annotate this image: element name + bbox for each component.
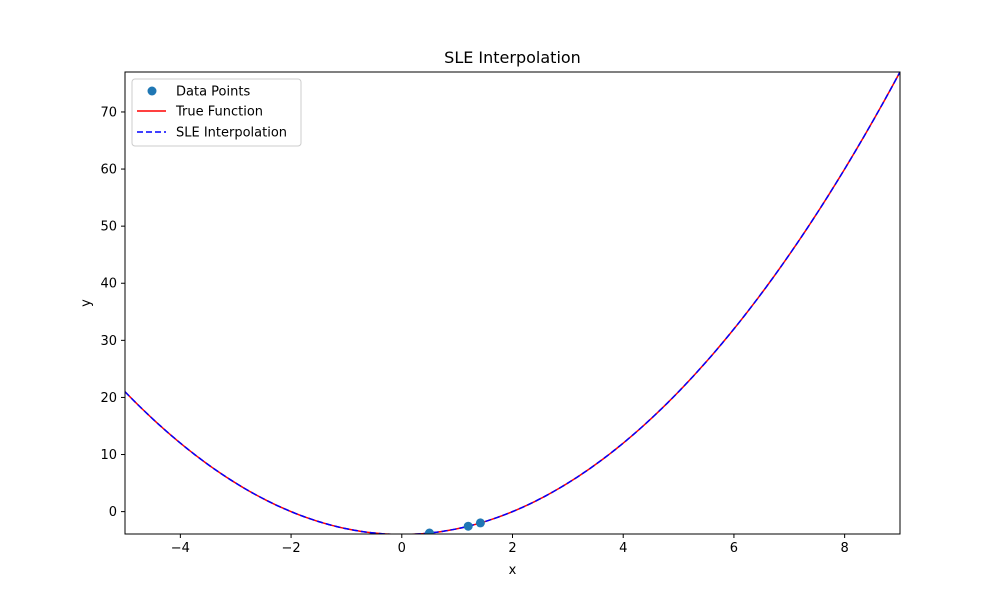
x-tick-label: 8 [841, 541, 849, 556]
data-point [475, 518, 485, 528]
legend-marker-data-points [147, 86, 157, 96]
y-axis-label: y [79, 299, 94, 307]
x-tick-label: 0 [398, 541, 406, 556]
legend-label: True Function [175, 105, 263, 120]
data-point [424, 528, 434, 534]
x-axis-label: x [509, 563, 517, 578]
plot-area [125, 72, 900, 534]
legend-label: Data Points [176, 85, 250, 100]
y-tick-label: 30 [100, 334, 117, 349]
y-tick-label: 60 [100, 163, 117, 178]
legend: Data Points True Function SLE Interpolatio… [131, 78, 302, 147]
legend-label: SLE Interpolation [176, 126, 287, 141]
y-tick-label: 40 [100, 277, 117, 292]
y-tick-label: 50 [100, 220, 117, 235]
x-tick-label: −2 [281, 541, 300, 556]
y-tick-label: 0 [109, 505, 117, 520]
y-tick-label: 20 [100, 391, 117, 406]
x-tick-label: 2 [508, 541, 516, 556]
data-point [463, 521, 473, 531]
legend-box [131, 78, 302, 147]
y-tick-label: 70 [100, 105, 117, 120]
x-tick-label: 6 [730, 541, 738, 556]
x-tick-label: 4 [619, 541, 627, 556]
axis-ticks: −4 −2 0 2 4 6 8 0 10 20 30 40 50 60 70 [100, 105, 848, 556]
plot-frame [124, 71, 901, 535]
x-tick-label: −4 [171, 541, 190, 556]
sle-interpolation-line [125, 72, 900, 534]
y-tick-label: 10 [100, 448, 117, 463]
chart-title: SLE Interpolation [444, 48, 581, 67]
